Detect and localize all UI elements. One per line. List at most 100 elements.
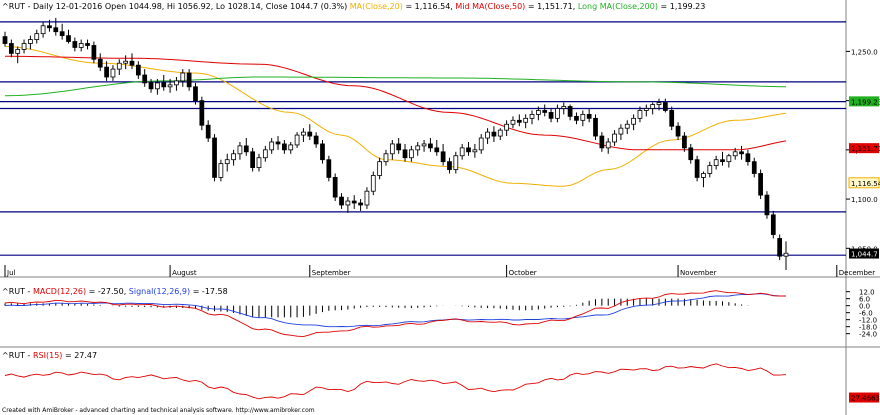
candle-body-down: [491, 131, 497, 137]
candle-body-down: [320, 143, 325, 161]
candle: [91, 41, 97, 64]
candle-body-up: [555, 108, 560, 119]
candle-body-down: [593, 117, 598, 137]
candle: [193, 82, 198, 105]
macd-tick-label: -18.0: [859, 324, 877, 332]
macd-line: [4, 290, 786, 338]
candle-body-up: [523, 117, 529, 123]
badge-box: [849, 96, 879, 107]
candle-body-up: [529, 114, 535, 119]
candle-body-down: [313, 135, 319, 145]
candle: [745, 149, 751, 166]
candle-body-up: [726, 155, 732, 163]
candle-body-down: [440, 151, 446, 163]
candle-body-up: [383, 153, 389, 163]
candle-body-down: [402, 149, 408, 159]
candle: [561, 102, 567, 115]
macd-tick-label: 0.0: [859, 303, 870, 311]
candle: [313, 132, 319, 148]
candle-body-down: [675, 125, 681, 137]
candle: [161, 75, 167, 91]
candle-body-down: [777, 238, 783, 257]
candle-body-down: [307, 131, 313, 137]
candle-body-down: [8, 43, 14, 54]
candle-body-down: [275, 141, 281, 145]
badge-label: 1,199.23: [851, 98, 880, 106]
candle-body-down: [447, 161, 452, 170]
candle-body-up: [231, 153, 236, 161]
candle: [135, 61, 141, 79]
candle: [167, 78, 173, 93]
candle-body-down: [282, 143, 287, 151]
ma20-value-badge: 1,116.54: [848, 177, 880, 189]
candle-body-down: [669, 110, 675, 127]
candle: [694, 155, 700, 182]
candle-body-down: [2, 36, 8, 44]
candle: [78, 39, 84, 52]
candle: [656, 98, 662, 111]
candle: [605, 138, 611, 154]
candle-body-up: [294, 134, 300, 146]
candle-body-up: [497, 129, 503, 137]
candle: [199, 96, 205, 131]
candle-body-down: [567, 106, 573, 117]
candle: [612, 130, 617, 146]
ma50-value-badge: 1,151.71: [849, 143, 880, 154]
candle-body-up: [110, 68, 116, 78]
rsi-panel: 27.4663: [4, 363, 880, 403]
candle: [548, 108, 554, 123]
price-header-details: - Daily 12-01-2016 Open 1044.98, Hi 1056…: [28, 2, 348, 11]
candle: [116, 59, 122, 76]
candle-body-up: [34, 33, 40, 40]
candle-body-up: [123, 60, 129, 64]
candle-body-up: [78, 43, 84, 48]
price-header: ^RUT - Daily 12-01-2016 Open 1044.98, Hi…: [2, 2, 705, 11]
candle-body-up: [116, 62, 122, 70]
candle: [72, 37, 78, 52]
signal-legend-value: = -17.58: [193, 287, 228, 296]
ma50-legend-label: Mid MA(Close,50): [455, 2, 525, 11]
price-axis-strip: [846, 0, 880, 415]
candle-body-up: [783, 252, 789, 257]
candle-body-up: [256, 157, 262, 168]
candle: [751, 157, 757, 178]
macd-tick-label: -24.0: [859, 331, 877, 339]
candle-body-up: [510, 119, 516, 125]
candle-body-down: [135, 64, 141, 76]
badge-box: [849, 392, 879, 403]
candle-body-down: [542, 110, 548, 113]
candle-body-up: [478, 137, 484, 151]
ma200-value-badge: 1,199.23: [849, 96, 880, 107]
candle: [758, 169, 763, 200]
candle: [485, 128, 490, 144]
candle: [320, 140, 325, 164]
macd-header-symbol: ^RUT -: [2, 287, 31, 296]
candle-body-down: [250, 151, 256, 168]
rsi-line: [4, 363, 787, 400]
candle: [739, 145, 744, 160]
candle-body-up: [612, 133, 617, 143]
candle: [497, 128, 503, 140]
candle: [415, 141, 421, 156]
candle-body-up: [28, 39, 33, 44]
candle: [351, 195, 357, 209]
macd-panel: 12.06.00.0-6.0-12.0-18.0-24.0: [4, 289, 877, 339]
candle-body-down: [97, 58, 103, 68]
candle: [218, 159, 224, 182]
price-header-summary: ^RUT: [2, 2, 25, 11]
candle-body-down: [66, 35, 71, 42]
candle-body-up: [15, 49, 21, 54]
candle-body-down: [104, 66, 109, 78]
candle: [370, 171, 376, 196]
candle: [580, 110, 586, 127]
candle-body-up: [377, 161, 382, 176]
rsi-value-badge: 27.4663: [849, 392, 880, 403]
candle: [269, 138, 275, 154]
candle-body-up: [459, 147, 465, 157]
candle-body-up: [415, 145, 421, 151]
candle-body-up: [618, 127, 624, 135]
candle: [567, 104, 573, 121]
candle: [123, 55, 129, 70]
candle-body-up: [650, 104, 656, 109]
